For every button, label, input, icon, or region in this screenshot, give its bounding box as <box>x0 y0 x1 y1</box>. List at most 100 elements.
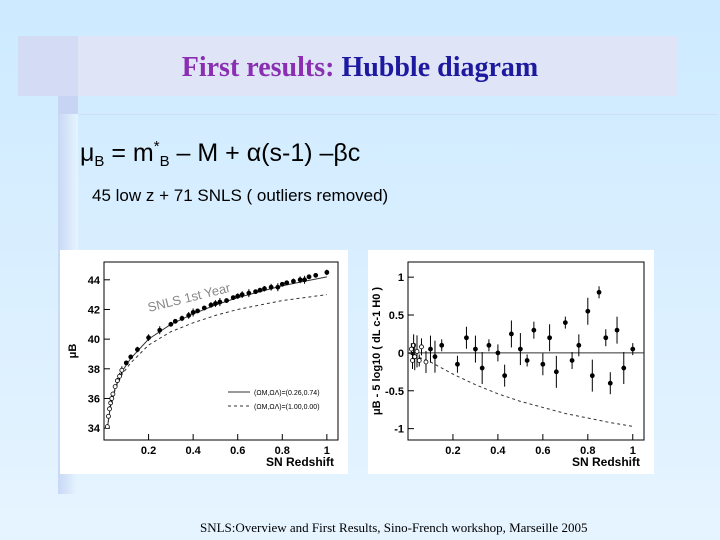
formula-sub-b: B <box>94 153 105 170</box>
data-point <box>502 373 508 379</box>
x-tick-label: 1 <box>630 445 636 457</box>
data-point-lowz <box>109 396 115 401</box>
data-point <box>172 318 178 324</box>
y-axis-label: μB <box>67 344 79 359</box>
data-point <box>235 293 241 299</box>
data-point <box>596 289 602 295</box>
data-point <box>291 278 296 284</box>
data-point <box>208 302 214 308</box>
data-point-lowz <box>419 344 424 350</box>
data-point <box>324 269 330 275</box>
x-tick-label: 0.4 <box>185 445 201 457</box>
data-point <box>275 284 281 290</box>
hubble-panel: 0.2 0.4 0.6 0.8 1 34 36 38 40 42 44 SN Redshift μB SN… <box>60 250 348 474</box>
data-point <box>428 346 433 352</box>
y-tick-label: -1 <box>394 424 404 436</box>
data-point <box>607 380 613 386</box>
data-point <box>128 354 134 360</box>
data-point <box>508 331 514 337</box>
data-point <box>432 354 438 360</box>
data-point <box>479 365 485 371</box>
x-tick-label: 0.6 <box>535 445 550 457</box>
x-tick-label: 0.2 <box>141 445 156 457</box>
x-tick-label: 0.8 <box>275 445 290 457</box>
data-point <box>553 369 559 375</box>
formula-eq: = m <box>104 139 154 167</box>
data-point <box>306 274 312 280</box>
data-point <box>179 315 185 321</box>
y-tick-label: 42 <box>88 304 100 316</box>
x-axis-label: SN Redshift <box>572 455 640 469</box>
data-point <box>540 361 546 367</box>
y-tick-label: -0.5 <box>385 386 404 398</box>
data-point <box>224 298 229 303</box>
data-point <box>186 313 192 318</box>
formula: μB = m*B – M + α(s-1) –βc <box>80 138 360 170</box>
data-point <box>268 284 274 290</box>
data-point <box>157 327 163 333</box>
y-tick-label: 36 <box>88 393 100 405</box>
data-point-lowz <box>416 358 422 363</box>
data-point-lowz <box>112 384 118 390</box>
x-axis-label: SN Redshift <box>266 455 334 469</box>
data-point <box>589 373 595 379</box>
chart-annotation: SNLS 1st Year <box>146 280 232 315</box>
y-tick-label: 34 <box>88 423 101 435</box>
y-tick-label: 44 <box>88 275 101 287</box>
residual-panel: 0.2 0.4 0.6 0.8 1 -1 -0.5 0 0.5 1 SN Redshift μB - … <box>368 250 654 474</box>
data-point <box>576 342 582 348</box>
hubble-chart: 0.2 0.4 0.6 0.8 1 34 36 38 40 42 44 SN Redshift μB SN… <box>67 261 339 469</box>
data-point <box>531 327 537 333</box>
data-point <box>217 299 223 305</box>
data-point <box>230 295 236 300</box>
data-point <box>213 301 218 306</box>
data-point-lowz <box>110 391 116 397</box>
data-point <box>201 305 207 311</box>
title-part1: First results: <box>181 52 335 83</box>
data-point <box>190 310 196 315</box>
data-point-lowz <box>117 373 122 379</box>
x-tick-label: 0.6 <box>230 445 245 457</box>
data-point <box>439 342 445 348</box>
data-point-lowz <box>410 358 415 363</box>
data-point <box>569 358 575 363</box>
y-tick-label: 40 <box>88 334 100 346</box>
plot-frame <box>103 261 339 441</box>
data-point <box>621 365 627 371</box>
data-point-lowz <box>114 378 120 384</box>
data-point <box>302 277 307 283</box>
data-point <box>284 280 290 286</box>
data-point-lowz <box>423 359 429 365</box>
slide-subtitle: 45 low z + 71 SNLS ( outliers removed) <box>92 186 389 205</box>
data-point <box>239 292 245 298</box>
y-tick-label: 1 <box>398 272 404 284</box>
x-tick-label: 0.4 <box>490 445 506 457</box>
y-tick-label: 0.5 <box>389 310 404 322</box>
plot-frame <box>407 261 645 441</box>
y-axis-label: μB - 5 log10 ( dL c-1 H0 ) <box>371 287 383 415</box>
data-point <box>257 287 263 293</box>
data-point-lowz <box>106 413 111 419</box>
data-point <box>146 335 151 341</box>
data-point-lowz <box>107 406 112 412</box>
slide-title: First results: Hubble diagram <box>0 52 720 84</box>
x-tick-label: 0.2 <box>445 445 460 457</box>
data-point <box>603 335 609 341</box>
data-point <box>455 361 460 367</box>
data-point <box>253 289 258 295</box>
data-point <box>464 335 469 341</box>
data-point <box>246 290 252 296</box>
formula-mu: μ <box>80 139 95 167</box>
data-point <box>135 347 140 352</box>
y-tick-label: 0 <box>398 348 404 360</box>
formula-rest: – M + α(s-1) –βc <box>169 139 361 167</box>
y-tick-label: 38 <box>88 364 100 376</box>
decor-square <box>58 96 78 116</box>
legend-entry: (ΩM,ΩΛ)=(0.26,0.74) <box>254 390 320 397</box>
data-point <box>524 358 530 363</box>
title-band <box>18 36 678 96</box>
data-point <box>517 346 523 352</box>
slide-footer: SNLS:Overview and First Results, Sino-Fr… <box>200 520 588 535</box>
data-point <box>123 360 129 366</box>
